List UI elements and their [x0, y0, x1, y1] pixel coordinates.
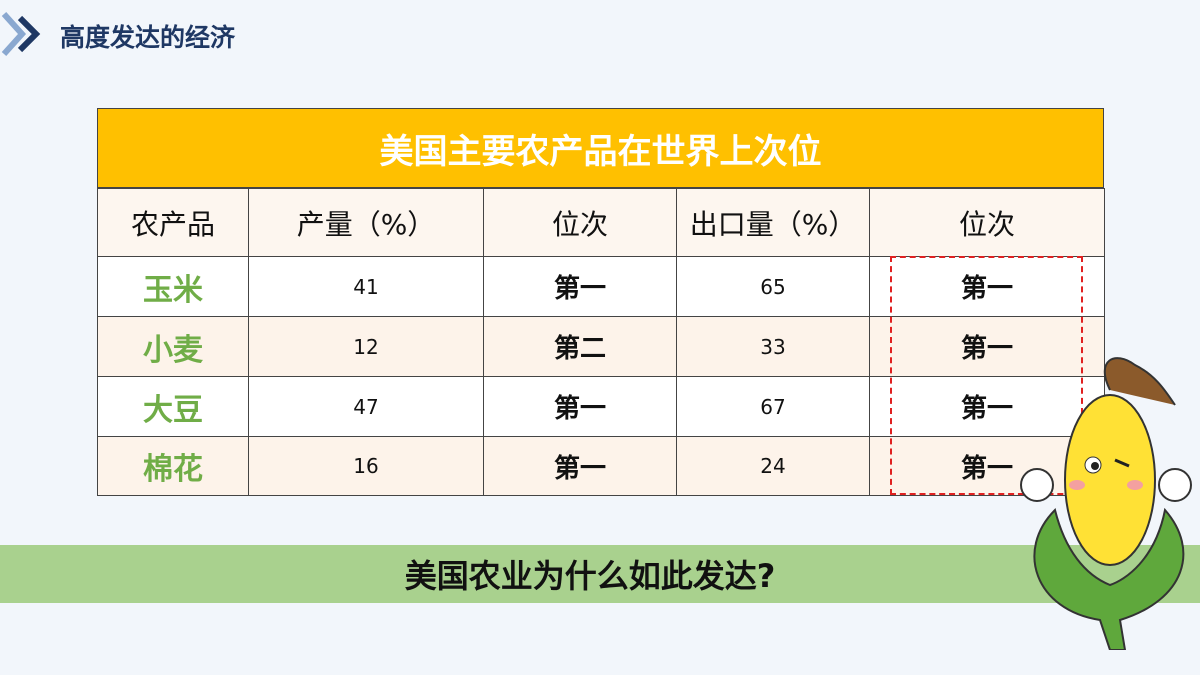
table-title: 美国主要农产品在世界上次位 — [97, 108, 1104, 188]
chevron-icon — [1, 11, 41, 57]
rank-cell: 第一 — [869, 376, 1105, 437]
header-title: 高度发达的经济 — [60, 23, 236, 52]
percent-cell: 24 — [676, 436, 870, 496]
percent-cell: 16 — [248, 436, 484, 496]
highlight-box — [890, 256, 1083, 495]
rank-cell: 第二 — [483, 316, 677, 377]
column-header: 位次 — [483, 188, 677, 257]
percent-cell: 12 — [248, 316, 484, 377]
column-header: 位次 — [869, 188, 1105, 257]
question-band — [0, 545, 1200, 603]
question: 美国农业为什么如此发达? — [404, 557, 776, 595]
rank-cell: 第一 — [869, 316, 1105, 377]
rank-cell: 第一 — [483, 256, 677, 317]
column-header: 产量（%） — [248, 188, 484, 257]
rank-cell: 第一 — [483, 436, 677, 496]
product-name: 玉米 — [97, 256, 249, 317]
percent-cell: 65 — [676, 256, 870, 317]
percent-cell: 67 — [676, 376, 870, 437]
percent-cell: 41 — [248, 256, 484, 317]
column-header: 农产品 — [97, 188, 249, 257]
percent-cell: 33 — [676, 316, 870, 377]
rank-cell: 第一 — [869, 256, 1105, 317]
percent-cell: 47 — [248, 376, 484, 437]
column-header: 出口量（%） — [676, 188, 870, 257]
product-name: 小麦 — [97, 316, 249, 377]
product-name: 棉花 — [97, 436, 249, 496]
corn-mascot — [1020, 357, 1192, 650]
product-name: 大豆 — [97, 376, 249, 437]
rank-cell: 第一 — [483, 376, 677, 437]
